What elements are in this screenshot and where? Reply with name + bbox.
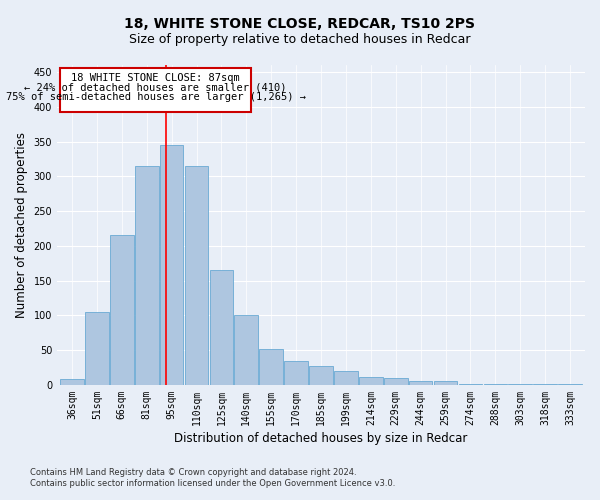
- Bar: [259, 349, 283, 385]
- Bar: [284, 360, 308, 385]
- Bar: [409, 382, 433, 385]
- Bar: [185, 166, 208, 385]
- Bar: [384, 378, 407, 385]
- Bar: [85, 312, 109, 385]
- Y-axis label: Number of detached properties: Number of detached properties: [15, 132, 28, 318]
- Bar: [334, 371, 358, 385]
- Bar: [160, 145, 184, 385]
- Text: Size of property relative to detached houses in Redcar: Size of property relative to detached ho…: [129, 32, 471, 46]
- Bar: [135, 166, 158, 385]
- Bar: [558, 384, 582, 385]
- Text: ← 24% of detached houses are smaller (410): ← 24% of detached houses are smaller (41…: [25, 82, 287, 92]
- Bar: [110, 236, 134, 385]
- Bar: [209, 270, 233, 385]
- Bar: [484, 384, 507, 385]
- Bar: [434, 382, 457, 385]
- Bar: [235, 316, 258, 385]
- Bar: [508, 384, 532, 385]
- Bar: [533, 384, 557, 385]
- Text: 75% of semi-detached houses are larger (1,265) →: 75% of semi-detached houses are larger (…: [5, 92, 305, 102]
- Text: 18, WHITE STONE CLOSE, REDCAR, TS10 2PS: 18, WHITE STONE CLOSE, REDCAR, TS10 2PS: [125, 18, 476, 32]
- Bar: [309, 366, 333, 385]
- Text: Contains HM Land Registry data © Crown copyright and database right 2024.
Contai: Contains HM Land Registry data © Crown c…: [30, 468, 395, 487]
- Bar: [359, 376, 383, 385]
- X-axis label: Distribution of detached houses by size in Redcar: Distribution of detached houses by size …: [175, 432, 468, 445]
- FancyBboxPatch shape: [60, 68, 251, 112]
- Text: 18 WHITE STONE CLOSE: 87sqm: 18 WHITE STONE CLOSE: 87sqm: [71, 72, 240, 83]
- Bar: [458, 384, 482, 385]
- Bar: [60, 380, 84, 385]
